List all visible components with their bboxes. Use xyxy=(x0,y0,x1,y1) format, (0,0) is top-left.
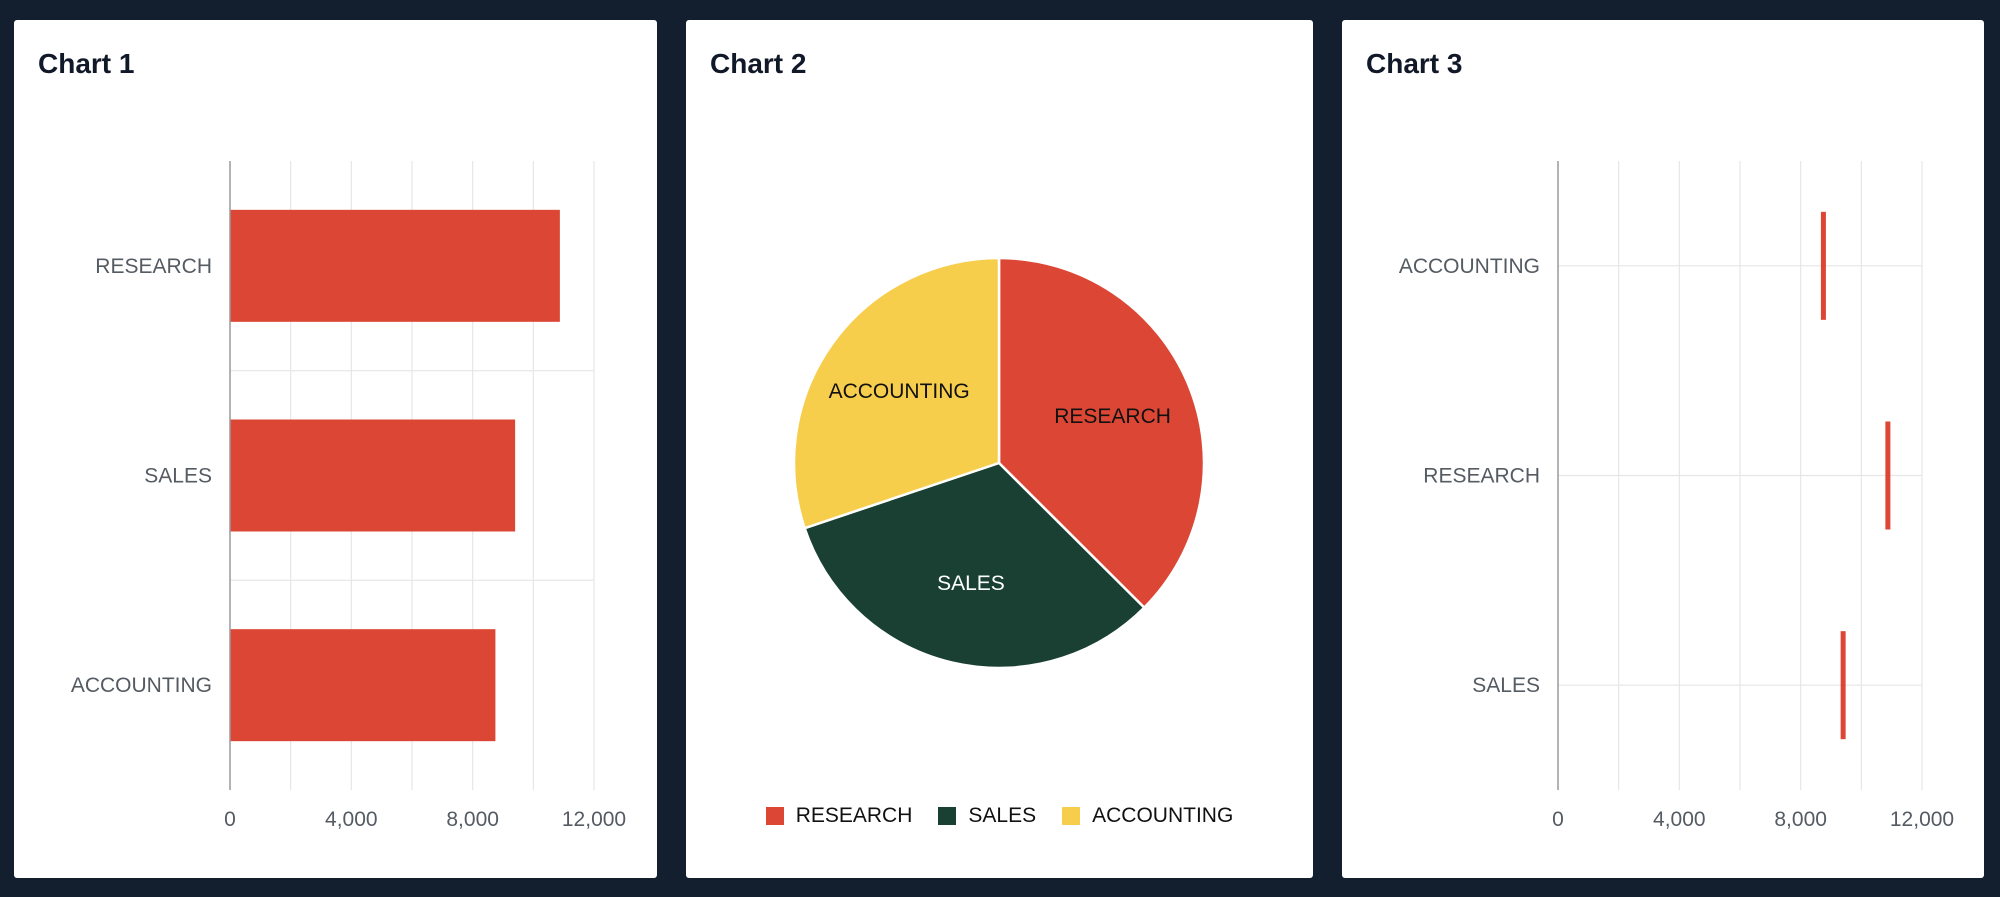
pie-slice xyxy=(803,461,1147,670)
pie-slice-label: ACCOUNTING xyxy=(829,380,970,403)
legend-label: RESEARCH xyxy=(795,804,913,827)
pie-slice-label: SALES xyxy=(937,572,1005,595)
pie-slice xyxy=(792,256,1001,530)
value-marker xyxy=(1840,631,1846,740)
marker-chart: 0 4,000 8,000 12,000 ACCOUNTING RESEARCH SALES xyxy=(1399,161,1954,831)
chart-title: Chart 3 xyxy=(1366,48,1463,79)
y-tick-label: ACCOUNTING xyxy=(71,674,212,697)
x-tick-label: 8,000 xyxy=(1774,808,1827,831)
x-tick-label: 12,000 xyxy=(562,808,626,831)
bar xyxy=(230,419,516,532)
pie-slice-label: RESEARCH xyxy=(1054,405,1171,428)
chart-card-3: Chart 3 0 4,000 8,000 12,000 ACCOUNTING RESEA… xyxy=(1342,20,1984,878)
bar xyxy=(230,209,560,322)
legend-item[interactable]: ACCOUNTING xyxy=(1062,804,1233,828)
x-tick-label: 4,000 xyxy=(325,808,378,831)
legend-item[interactable]: RESEARCH xyxy=(765,804,913,828)
x-tick-label: 0 xyxy=(1552,808,1564,831)
pie-legend: RESEARCH SALES ACCOUNTING xyxy=(686,804,1313,828)
y-tick-label: ACCOUNTING xyxy=(1399,255,1540,278)
chart-card-1: Chart 1 0 4,000 8,000 12,000 RESEARCH SALES AC… xyxy=(14,20,657,878)
x-tick-label: 0 xyxy=(224,808,236,831)
y-tick-label: SALES xyxy=(144,465,212,488)
x-tick-label: 4,000 xyxy=(1653,808,1706,831)
value-marker xyxy=(1820,211,1826,320)
pie-slice xyxy=(997,256,1206,610)
chart-title: Chart 2 xyxy=(710,48,807,79)
legend-label: ACCOUNTING xyxy=(1092,804,1234,827)
y-tick-label: RESEARCH xyxy=(95,255,212,278)
x-tick-label: 8,000 xyxy=(446,808,499,831)
bar xyxy=(230,629,496,742)
legend-swatch xyxy=(1062,807,1081,825)
chart-title: Chart 1 xyxy=(38,48,135,79)
y-tick-label: RESEARCH xyxy=(1423,465,1540,488)
legend-swatch xyxy=(938,807,957,825)
legend-item[interactable]: SALES xyxy=(938,804,1036,828)
y-tick-label: SALES xyxy=(1472,674,1540,697)
chart-card-2: Chart 2 RESEARCH SALES ACCOUNTING RESEARCH… xyxy=(686,20,1313,878)
legend-label: SALES xyxy=(968,804,1037,827)
value-marker xyxy=(1885,421,1891,530)
pie-chart: RESEARCH SALES ACCOUNTING xyxy=(792,256,1206,670)
bar-chart: 0 4,000 8,000 12,000 RESEARCH SALES ACCOUNTING xyxy=(71,161,626,831)
legend-swatch xyxy=(765,807,784,825)
x-tick-label: 12,000 xyxy=(1890,808,1954,831)
